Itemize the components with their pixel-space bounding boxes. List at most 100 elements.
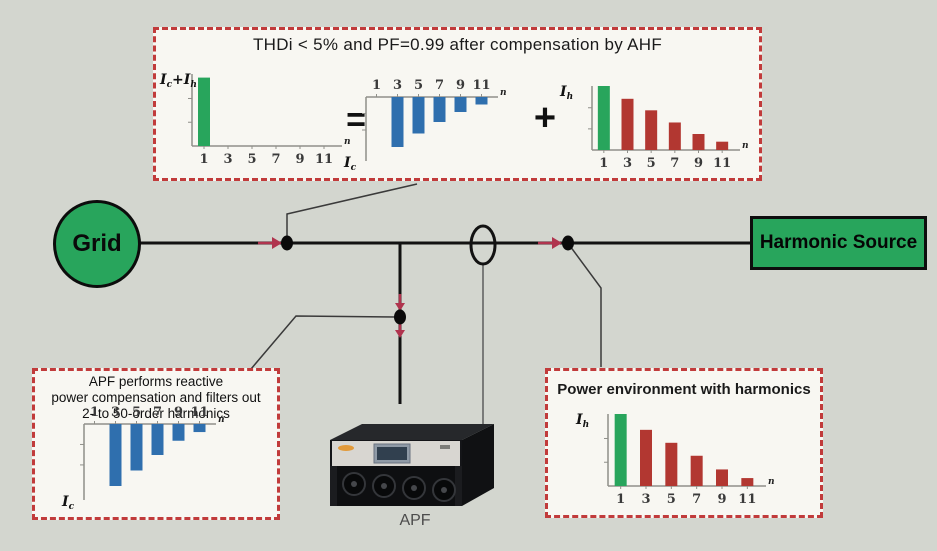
apf-fan-2-hub <box>381 483 387 489</box>
bar-7 <box>151 424 164 455</box>
apf-device-image <box>330 424 494 506</box>
bar-7 <box>668 122 681 150</box>
y-axis-label: Ih <box>575 412 589 430</box>
tick-label-9: 9 <box>694 156 703 171</box>
apf-compensation-current-top-svg: 1 3 5 7 9 11 n Ic <box>343 78 507 173</box>
y-axis-label: Ic <box>61 494 75 512</box>
bar-9 <box>454 97 467 112</box>
tick-label-9: 9 <box>174 405 183 420</box>
y-axis-label: Ih <box>559 84 573 102</box>
bar-5 <box>645 110 658 150</box>
n-axis-label: n <box>344 137 351 147</box>
left-box-line-1: APF performs reactive <box>88 374 224 389</box>
apf-screen-inner <box>377 447 407 460</box>
bar-9 <box>172 424 185 441</box>
apf-compensation-chart-top: 1 3 5 7 9 11 n Ic <box>340 77 516 178</box>
apf-fan-1-hub <box>351 481 357 487</box>
tick-label-5: 5 <box>647 156 656 171</box>
arrow-head-right-icon <box>552 237 562 249</box>
bar-3 <box>621 98 634 150</box>
tick-label-1: 1 <box>599 156 608 171</box>
connector-to-top-box <box>286 183 418 236</box>
bar-11 <box>475 97 488 105</box>
connector-to-right-box <box>569 245 602 367</box>
bar-11 <box>716 141 729 150</box>
tick-label-11: 11 <box>315 152 333 167</box>
tick-label-5: 5 <box>132 405 141 420</box>
harmonic-source-node: Harmonic Source <box>750 216 927 270</box>
tick-label-7: 7 <box>271 152 280 167</box>
node-dot-left <box>281 235 293 251</box>
tick-label-11: 11 <box>738 492 756 507</box>
n-axis-label: n <box>768 477 775 487</box>
apf-compensation-chart-bottom: 1 3 5 7 9 11 n Ic <box>58 404 234 517</box>
tick-label-3: 3 <box>111 405 120 420</box>
bar-5 <box>130 424 143 471</box>
tick-label-1: 1 <box>616 492 625 507</box>
apf-device-label: APF <box>399 512 431 529</box>
n-axis-label: n <box>218 415 225 425</box>
tick-label-5: 5 <box>247 152 256 167</box>
harmonic-spectrum-top-svg: 1 3 5 7 9 11 n Ih <box>559 84 749 171</box>
tick-label-7: 7 <box>435 78 444 93</box>
top-box-title: THDi < 5% and PF=0.99 after compensation… <box>252 35 663 54</box>
arrow-head-branch-bottom-icon <box>395 330 405 338</box>
apf-rack-ear-right <box>455 466 462 506</box>
bar-1 <box>198 77 210 146</box>
tick-label-9: 9 <box>456 78 465 93</box>
apf-fan-4-hub <box>441 487 447 493</box>
tick-label-3: 3 <box>223 152 232 167</box>
tick-label-11: 11 <box>713 156 731 171</box>
tick-label-3: 3 <box>641 492 650 507</box>
left-box-line-2: power compensation and filters out <box>51 389 261 405</box>
tick-label-7: 7 <box>692 492 701 507</box>
tick-label-1: 1 <box>199 152 208 167</box>
apf-side-face <box>462 424 494 506</box>
apf-fan-3-hub <box>411 485 417 491</box>
bar-1 <box>614 414 627 486</box>
left-box-text: APF performs reactive power compensation… <box>32 374 280 422</box>
bar-3 <box>640 429 652 486</box>
tick-label-7: 7 <box>670 156 679 171</box>
tick-label-1: 1 <box>90 405 99 420</box>
harmonic-spectrum-bottom-svg: 1 3 5 7 9 11 n Ih <box>575 412 775 507</box>
arrow-head-left-icon <box>272 237 282 249</box>
bar-7 <box>690 455 703 486</box>
compensated-current-svg: 1 3 5 7 9 11 n Ic+Ih <box>159 72 351 167</box>
bar-3 <box>391 97 404 147</box>
compensated-current-chart: 1 3 5 7 9 11 n Ic+Ih <box>158 60 360 177</box>
equals-sign: = <box>346 101 366 139</box>
bar-11 <box>741 478 754 486</box>
y-axis-label: Ic <box>343 155 357 173</box>
tick-label-11: 11 <box>190 405 208 420</box>
bar-7 <box>433 97 446 122</box>
arrow-head-branch-top-icon <box>395 303 405 311</box>
bar-9 <box>692 134 705 150</box>
harmonic-environment-box <box>545 368 823 518</box>
current-transformer-symbol <box>469 224 497 266</box>
tick-label-3: 3 <box>623 156 632 171</box>
y-axis-label: Ic+Ih <box>159 72 197 90</box>
tick-label-11: 11 <box>472 78 490 93</box>
tick-label-9: 9 <box>717 492 726 507</box>
tick-label-3: 3 <box>393 78 402 93</box>
apf-panel-badge <box>440 445 450 449</box>
bar-3 <box>109 424 122 486</box>
bar-5 <box>665 442 678 486</box>
bar-11 <box>193 424 206 433</box>
apf-logo-mark <box>338 445 354 451</box>
tick-label-5: 5 <box>414 78 423 93</box>
tick-label-5: 5 <box>667 492 676 507</box>
grid-label: Grid <box>72 230 122 257</box>
harmonic-source-label: Harmonic Source <box>759 232 918 253</box>
connector-to-left-box <box>250 315 398 370</box>
tick-label-1: 1 <box>372 78 381 93</box>
apf-top-face <box>330 424 494 440</box>
harmonic-spectrum-chart-bottom: 1 3 5 7 9 11 n Ih <box>574 400 784 517</box>
plus-sign: + <box>533 97 557 139</box>
bar-1 <box>597 86 610 150</box>
bar-9 <box>716 469 728 486</box>
tick-label-7: 7 <box>153 405 162 420</box>
grid-node: Grid <box>53 200 141 288</box>
